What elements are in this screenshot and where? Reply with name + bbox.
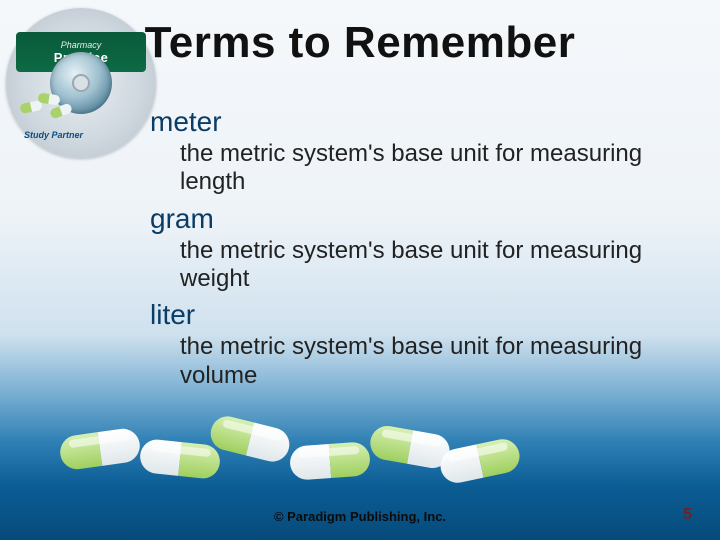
decorative-capsules xyxy=(60,394,520,494)
term-gram: gram xyxy=(150,203,660,235)
capsule-icon xyxy=(207,413,293,465)
capsule-icon xyxy=(289,441,371,480)
slide: Pharmacy Practice Study Partner Terms to… xyxy=(0,0,720,540)
page-number: 5 xyxy=(683,506,692,524)
def-liter: the metric system's base unit for measur… xyxy=(180,333,660,390)
term-meter: meter xyxy=(150,106,660,138)
terms-list: meter the metric system's base unit for … xyxy=(150,100,660,396)
disc-study-partner-label: Study Partner xyxy=(24,130,83,140)
footer-copyright: © Paradigm Publishing, Inc. xyxy=(0,509,720,524)
page-title: Terms to Remember xyxy=(0,18,720,68)
term-liter: liter xyxy=(150,299,660,331)
def-meter: the metric system's base unit for measur… xyxy=(180,140,660,197)
capsule-icon xyxy=(58,427,142,472)
disc-mini-pills xyxy=(20,88,80,118)
def-gram: the metric system's base unit for measur… xyxy=(180,237,660,294)
capsule-icon xyxy=(138,438,221,480)
capsule-icon xyxy=(437,436,522,486)
capsule-icon xyxy=(368,423,453,470)
